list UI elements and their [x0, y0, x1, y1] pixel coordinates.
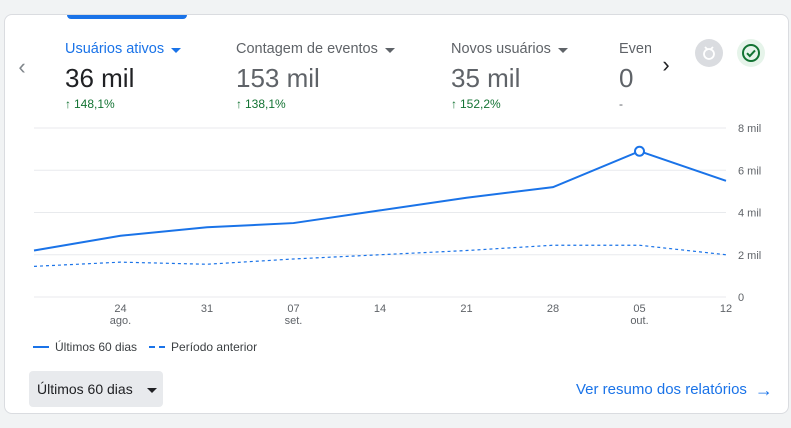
caret-down-icon[interactable] — [171, 47, 182, 53]
metric-label-row: Novos usuários — [451, 41, 568, 57]
metric-change: ↑ 148,1% — [65, 97, 181, 111]
metric-tab-new-users[interactable]: Novos usuários 35 mil ↑ 152,2% — [451, 41, 568, 111]
x-tick-label: 31 — [201, 303, 213, 315]
x-tick-month-label: out. — [630, 315, 648, 327]
legend-solid-swatch — [33, 346, 49, 348]
caret-down-icon[interactable] — [557, 47, 568, 53]
date-range-label: Últimos 60 dias — [37, 381, 133, 397]
y-tick-label: 4 mil — [738, 208, 761, 220]
metric-value: 35 mil — [451, 63, 521, 93]
metric-change-value: 152,2% — [460, 97, 501, 111]
metric-label-row: Even — [619, 41, 651, 57]
x-tick-label: 28 — [547, 303, 559, 315]
metric-value: 0 — [619, 63, 634, 93]
chevron-left-icon[interactable]: ‹ — [18, 54, 26, 79]
metric-tab-event-count[interactable]: Contagem de eventos 153 mil ↑ 138,1% — [236, 41, 395, 111]
caret-down-icon — [146, 387, 157, 393]
arrow-right-icon: → — [754, 379, 773, 400]
x-tick-label: 07 — [287, 303, 299, 315]
chart-legend: Últimos 60 dias Período anterior — [33, 340, 269, 354]
x-tick-month-label: set. — [285, 315, 303, 327]
y-tick-label: 8 mil — [738, 123, 761, 135]
arrow-up-icon: ↑ — [65, 97, 71, 111]
metric-label-row: Contagem de eventos — [236, 41, 395, 57]
chevron-right-icon[interactable]: › — [662, 52, 670, 77]
metric-change-value: 148,1% — [74, 97, 115, 111]
metric-change: ↑ 138,1% — [236, 97, 395, 111]
highlight-point — [634, 145, 645, 157]
report-card: ‹ Usuários ativos 36 mil ↑ 148,1% Contage… — [4, 14, 789, 414]
x-tick-label: 21 — [460, 303, 472, 315]
metric-tab-active-users[interactable]: Usuários ativos 36 mil ↑ 148,1% — [65, 41, 182, 111]
series-line-previous — [33, 244, 727, 267]
legend-item-previous[interactable]: Período anterior — [149, 340, 257, 354]
metric-label: Novos usuários — [451, 41, 551, 57]
check-badge[interactable] — [737, 39, 765, 67]
metric-value: 153 mil — [236, 63, 320, 93]
legend-item-current[interactable]: Últimos 60 dias — [33, 340, 137, 354]
insights-badge[interactable] — [695, 39, 723, 67]
arrow-up-icon: ↑ — [451, 97, 457, 111]
caret-down-icon[interactable] — [384, 47, 395, 53]
x-tick-label: 05 — [633, 303, 645, 315]
y-tick-label: 0 — [738, 292, 744, 304]
metric-change-value: 138,1% — [245, 97, 286, 111]
metric-change: ↑ 152,2% — [451, 97, 568, 111]
metric-label: Usuários ativos — [65, 41, 165, 57]
x-tick-label: 14 — [374, 303, 386, 315]
x-tick-month-label: ago. — [110, 315, 131, 327]
y-tick-label: 2 mil — [738, 250, 761, 262]
legend-dashed-swatch — [149, 346, 166, 348]
legend-label: Período anterior — [171, 340, 258, 354]
insights-icon — [703, 46, 715, 60]
view-reports-label: Ver resumo dos relatórios — [576, 381, 747, 398]
view-reports-link[interactable]: Ver resumo dos relatórios → — [576, 379, 773, 400]
series-line-current — [33, 150, 727, 252]
metric-label: Contagem de eventos — [236, 41, 378, 57]
x-tick-label: 24 — [114, 303, 126, 315]
y-tick-label: 6 mil — [738, 165, 761, 177]
check-circle-icon — [742, 44, 760, 62]
x-tick-label: 12 — [720, 303, 732, 315]
legend-label: Últimos 60 dias — [55, 340, 138, 354]
metric-label-row: Usuários ativos — [65, 41, 182, 57]
metric-value: 36 mil — [65, 63, 135, 93]
date-range-dropdown[interactable]: Últimos 60 dias — [29, 371, 163, 407]
metric-tab-events-truncated[interactable]: Even 0 - — [619, 41, 651, 111]
active-tab-indicator — [67, 15, 187, 19]
metric-label: Even — [619, 41, 651, 57]
arrow-up-icon: ↑ — [236, 97, 242, 111]
metric-change-value: - — [619, 97, 623, 111]
